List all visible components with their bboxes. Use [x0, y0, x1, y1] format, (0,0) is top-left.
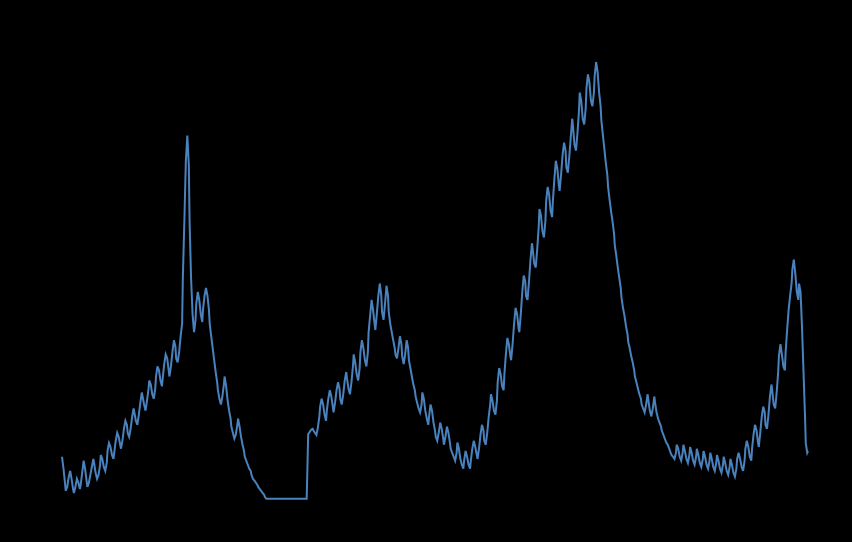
series-group [61, 61, 809, 500]
series-line-1 [61, 61, 809, 500]
